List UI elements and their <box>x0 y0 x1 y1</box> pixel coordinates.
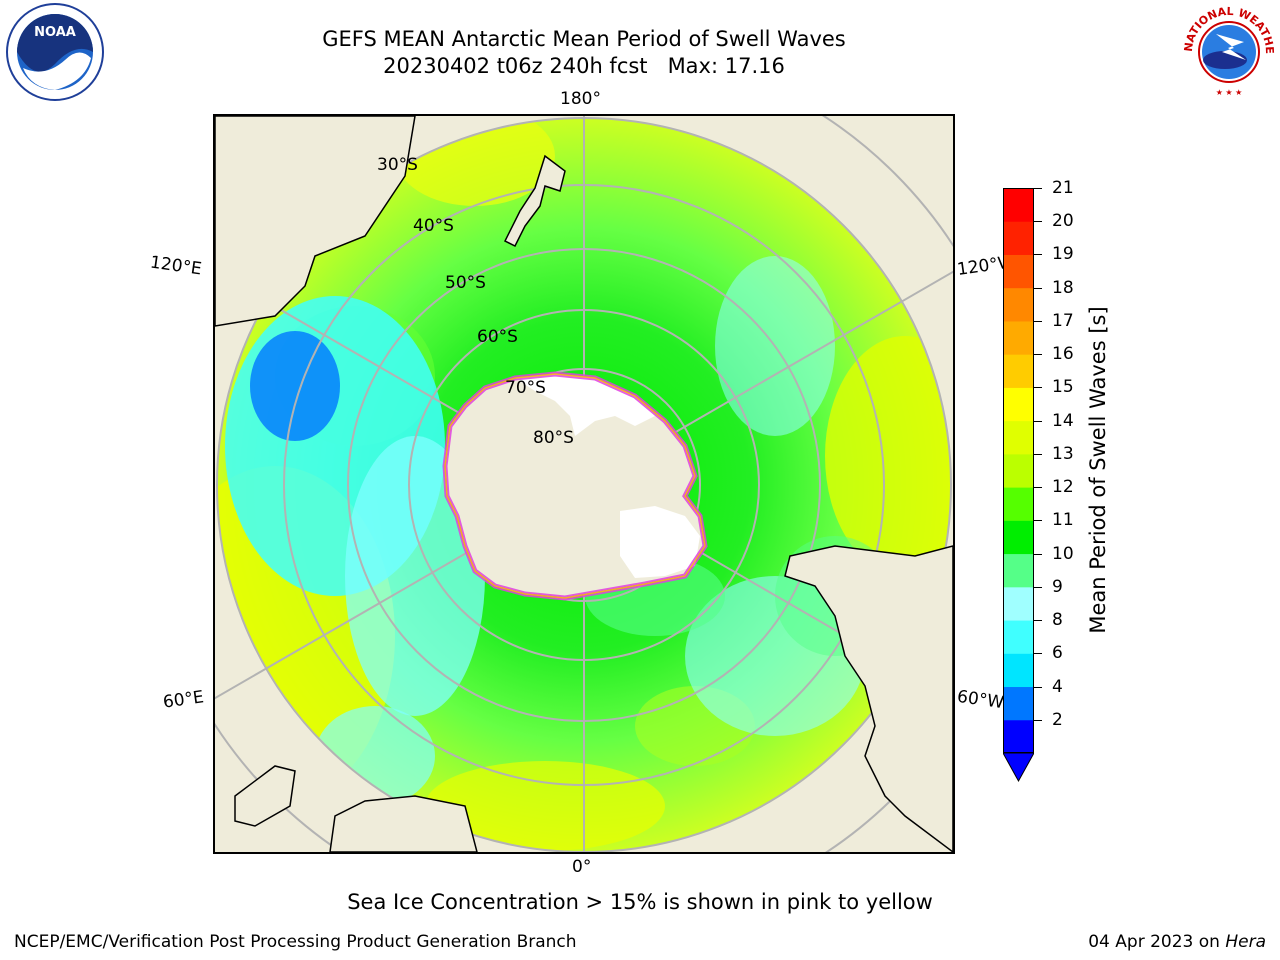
colorbar-segment <box>1003 254 1034 289</box>
credit-host: Hera <box>1225 932 1266 952</box>
colorbar-tick-label: 14 <box>1052 410 1074 431</box>
lon-label-120e: 120°E <box>148 252 203 280</box>
colorbar-tick-mark <box>1034 620 1042 622</box>
colorbar-tick-mark <box>1034 520 1042 522</box>
colorbar-segment <box>1003 420 1034 455</box>
colorbar-tick-label: 15 <box>1052 377 1074 398</box>
colorbar-tick-label: 17 <box>1052 310 1074 331</box>
colorbar-tick-label: 4 <box>1052 676 1063 697</box>
colorbar-tick-label: 9 <box>1052 576 1063 597</box>
title-line-2: 20230402 t06z 240h fcst Max: 17.16 <box>383 54 785 78</box>
colorbar-segment <box>1003 320 1034 355</box>
noaa-logo: NOAA <box>6 3 104 101</box>
credit-left: NCEP/EMC/Verification Post Processing Pr… <box>14 932 577 952</box>
colorbar-segment <box>1003 453 1034 488</box>
colorbar-tick-label: 12 <box>1052 477 1074 498</box>
lat-label-80s: 80°S <box>533 428 574 448</box>
colorbar-tick-mark <box>1034 453 1042 455</box>
nws-logo: NATIONAL WEATHER SERVICE ★ ★ ★ <box>1178 0 1277 100</box>
colorbar-tick-mark <box>1034 719 1042 721</box>
lon-label-60w: 60°W <box>955 686 1006 714</box>
colorbar-segment <box>1003 686 1034 721</box>
colorbar-tick-mark <box>1034 287 1042 289</box>
australia <box>215 116 416 327</box>
colorbar-tick-mark <box>1034 387 1042 389</box>
colorbar-tick-label: 16 <box>1052 344 1074 365</box>
lat-label-30s: 30°S <box>377 155 418 175</box>
colorbar-tick-mark <box>1034 320 1042 322</box>
lat-label-60s: 60°S <box>477 327 518 347</box>
colorbar-tick-label: 2 <box>1052 709 1063 730</box>
lat-label-40s: 40°S <box>413 216 454 236</box>
colorbar-segment <box>1003 221 1034 255</box>
colorbar-tick-mark <box>1034 188 1042 189</box>
svg-text:★ ★ ★: ★ ★ ★ <box>1216 88 1243 97</box>
colorbar-segment <box>1003 620 1034 654</box>
colorbar-segment <box>1003 487 1034 521</box>
colorbar-segment <box>1003 586 1034 621</box>
colorbar <box>1003 188 1034 783</box>
lat-label-50s: 50°S <box>445 273 486 293</box>
colorbar-tick-label: 21 <box>1052 178 1074 198</box>
colorbar-tick-mark <box>1034 653 1042 655</box>
africa <box>329 795 478 852</box>
noaa-logo-text: NOAA <box>34 25 76 40</box>
colorbar-segment <box>1003 387 1034 422</box>
polar-map: 30°S 40°S 50°S 60°S 70°S 80°S <box>213 114 955 854</box>
colorbar-tick-label: 11 <box>1052 510 1074 531</box>
colorbar-tick-label: 20 <box>1052 211 1074 232</box>
colorbar-segment <box>1003 719 1034 754</box>
colorbar-segment <box>1003 553 1034 588</box>
colorbar-segment <box>1003 188 1034 222</box>
polar-map-svg: 30°S 40°S 50°S 60°S 70°S 80°S <box>215 116 953 852</box>
chart-title: GEFS MEAN Antarctic Mean Period of Swell… <box>0 26 1168 80</box>
colorbar-tick-mark <box>1034 420 1042 422</box>
credit-right: 04 Apr 2023 on Hera <box>1088 932 1266 952</box>
lat-label-70s: 70°S <box>505 378 546 398</box>
colorbar-segment <box>1003 287 1034 322</box>
colorbar-tick-mark <box>1034 354 1042 356</box>
madagascar <box>234 765 296 827</box>
latitude-labels: 30°S 40°S 50°S 60°S 70°S 80°S <box>377 155 574 448</box>
title-line-1: GEFS MEAN Antarctic Mean Period of Swell… <box>322 27 846 51</box>
colorbar-tick-label: 8 <box>1052 610 1063 631</box>
colorbar-tick-mark <box>1034 221 1042 223</box>
colorbar-tick-mark <box>1034 254 1042 256</box>
lon-label-0: 0° <box>572 857 592 877</box>
colorbar-tick-label: 6 <box>1052 643 1063 664</box>
colorbar-tick-label: 18 <box>1052 277 1074 298</box>
colorbar-extend-arrow <box>1003 752 1034 783</box>
credit-date: 04 Apr 2023 on <box>1088 932 1226 952</box>
colorbar-tick-mark <box>1034 487 1042 489</box>
colorbar-tick-mark <box>1034 686 1042 688</box>
colorbar-tick-label: 13 <box>1052 443 1074 464</box>
colorbar-tick-label: 10 <box>1052 543 1074 564</box>
colorbar-tick-label: 19 <box>1052 244 1074 265</box>
colorbar-label: Mean Period of Swell Waves [s] <box>1086 306 1110 634</box>
new-zealand <box>503 154 566 248</box>
colorbar-tick-mark <box>1034 553 1042 555</box>
south-america <box>784 545 953 852</box>
colorbar-segment <box>1003 520 1034 555</box>
lon-label-180: 180° <box>560 89 601 109</box>
colorbar-segment <box>1003 354 1034 388</box>
colorbar-tick-mark <box>1034 586 1042 588</box>
colorbar-segment <box>1003 653 1034 688</box>
lon-label-60e: 60°E <box>161 687 206 713</box>
sea-ice-note: Sea Ice Concentration > 15% is shown in … <box>347 890 933 914</box>
